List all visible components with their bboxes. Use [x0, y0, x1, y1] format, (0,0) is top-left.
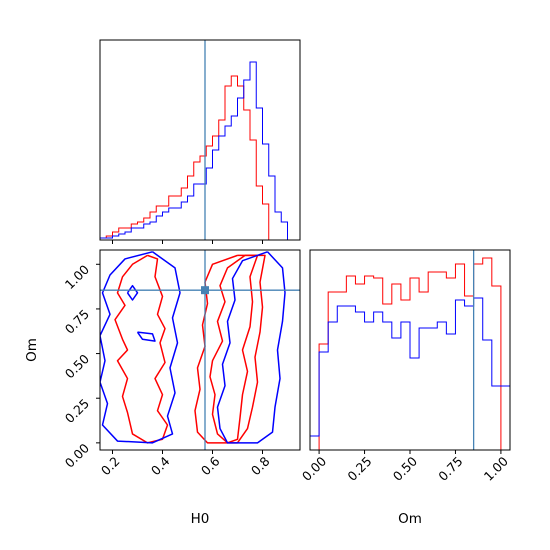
- contour-red-1: [209, 254, 259, 444]
- y-axis-label-om: Om: [24, 338, 40, 362]
- om-y-tick-label: 0.00: [62, 440, 92, 470]
- histogram-series-blue: [310, 297, 510, 450]
- x-axis-label-om: Om: [398, 511, 422, 527]
- x-axis-label-h0: H0: [191, 511, 210, 527]
- om-y-tick-label: 0.50: [62, 351, 92, 381]
- om-y-tick-label: 0.25: [62, 396, 92, 426]
- truth-marker: [201, 286, 209, 295]
- h0-x-tick-label: 0.2: [98, 454, 123, 479]
- contour-blue-5: [126, 284, 139, 301]
- h0-histogram-panel: [99, 39, 301, 244]
- om-x-tick-label: 0.75: [435, 454, 465, 484]
- contour-frame: [99, 249, 301, 451]
- om-x-tick-label: 0.00: [299, 453, 329, 483]
- om-y-tick-label: 0.75: [62, 306, 92, 336]
- om-x-tick-label: 0.25: [344, 454, 374, 484]
- histogram-series-red: [100, 75, 300, 240]
- om-x-tick-label: 1.00: [481, 453, 511, 483]
- contour-red-0: [114, 254, 169, 444]
- contour-blue-6: [136, 331, 156, 342]
- h0-x-tick-label: 0.6: [198, 453, 223, 478]
- om-x-tick-label: 0.50: [390, 453, 420, 483]
- h0-om-contour-panel: 0.2 0.4 0.6 0.8 0.00 0.25 0.50 0.75 1.00 H0 Om: [24, 249, 301, 527]
- h0-histogram-frame: [99, 39, 301, 241]
- h0-x-tick-label: 0.4: [148, 453, 173, 478]
- contour-blue-3: [100, 251, 181, 444]
- contour-blue-4: [216, 251, 286, 444]
- histogram-series-blue: [100, 61, 300, 240]
- om-y-tick-label: 1.00: [62, 262, 92, 292]
- h0-x-tick-label: 0.8: [248, 453, 273, 478]
- om-histogram-panel: 0.00 0.25 0.50 0.75 1.00 Om: [299, 249, 511, 527]
- histogram-series-red: [310, 257, 510, 450]
- contour-red-2: [194, 254, 266, 444]
